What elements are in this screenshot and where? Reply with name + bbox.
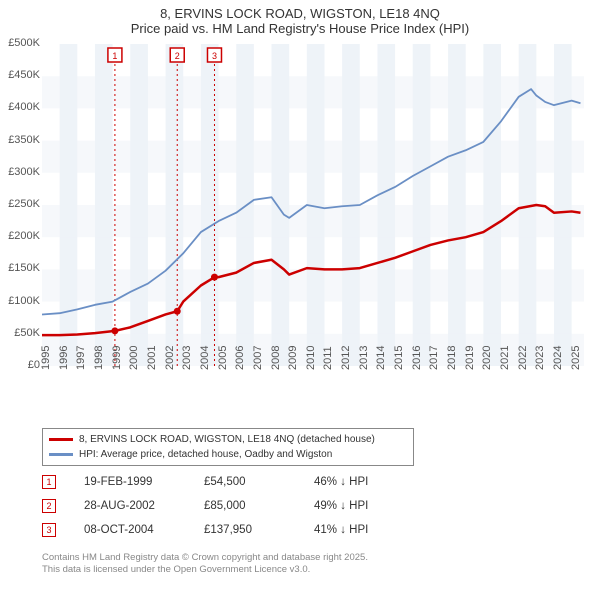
x-tick-label: 2003 [181, 346, 193, 370]
x-tick-label: 2020 [481, 346, 493, 370]
value-band [42, 76, 584, 108]
x-tick-label: 2005 [217, 346, 229, 370]
x-tick-label: 2007 [252, 346, 264, 370]
event-price: £137,950 [204, 524, 314, 536]
event-row: 3 08-OCT-2004£137,95041% ↓ HPI [42, 518, 562, 542]
y-tick-label: £50K [0, 327, 40, 339]
x-tick-label: 2012 [340, 346, 352, 370]
y-tick-label: £500K [0, 37, 40, 49]
footnote: Contains HM Land Registry data © Crown c… [42, 552, 368, 577]
x-tick-label: 2006 [234, 346, 246, 370]
event-marker: 2 [42, 499, 56, 513]
event-flag-number: 1 [112, 51, 117, 61]
sale-point [111, 327, 118, 334]
chart-title-address: 8, ERVINS LOCK ROAD, WIGSTON, LE18 4NQ [10, 6, 590, 21]
x-tick-label: 1997 [75, 346, 87, 370]
x-tick-label: 2024 [552, 346, 564, 370]
x-tick-label: 2018 [446, 346, 458, 370]
event-flag: 3 [207, 48, 221, 62]
event-price: £85,000 [204, 500, 314, 512]
x-tick-label: 2000 [128, 346, 140, 370]
x-tick-label: 2022 [517, 346, 529, 370]
x-tick-label: 2019 [464, 346, 476, 370]
x-tick-label: 2017 [428, 346, 440, 370]
events-table: 1 19-FEB-1999£54,50046% ↓ HPI 2 28-AUG-2002… [42, 470, 562, 542]
event-flag-number: 2 [175, 51, 180, 61]
legend-row-price-paid: 8, ERVINS LOCK ROAD, WIGSTON, LE18 4NQ (… [49, 432, 407, 447]
y-tick-label: £350K [0, 134, 40, 146]
chart-svg: 1 2 3 [42, 44, 590, 366]
event-row: 1 19-FEB-1999£54,50046% ↓ HPI [42, 470, 562, 494]
x-tick-label: 1998 [93, 346, 105, 370]
y-tick-label: £250K [0, 198, 40, 210]
x-tick-label: 1996 [58, 346, 70, 370]
x-tick-label: 1999 [111, 346, 123, 370]
event-marker: 3 [42, 523, 56, 537]
event-flag: 1 [108, 48, 122, 62]
x-tick-label: 2004 [199, 346, 211, 370]
sale-point [211, 274, 218, 281]
event-delta: 46% ↓ HPI [314, 476, 434, 488]
x-tick-label: 2013 [358, 346, 370, 370]
legend-label: HPI: Average price, detached house, Oadb… [79, 447, 332, 462]
chart-title-block: 8, ERVINS LOCK ROAD, WIGSTON, LE18 4NQ P… [0, 0, 600, 38]
footnote-line1: Contains HM Land Registry data © Crown c… [42, 552, 368, 564]
legend-label: 8, ERVINS LOCK ROAD, WIGSTON, LE18 4NQ (… [79, 432, 375, 447]
event-marker: 1 [42, 475, 56, 489]
x-tick-label: 2001 [146, 346, 158, 370]
event-date: 28-AUG-2002 [84, 500, 204, 512]
legend-row-hpi: HPI: Average price, detached house, Oadb… [49, 447, 407, 462]
event-flag: 2 [170, 48, 184, 62]
event-delta: 49% ↓ HPI [314, 500, 434, 512]
x-tick-label: 2008 [270, 346, 282, 370]
footnote-line2: This data is licensed under the Open Gov… [42, 564, 368, 576]
value-band [42, 141, 584, 173]
x-tick-label: 2016 [411, 346, 423, 370]
x-tick-label: 2011 [322, 346, 334, 370]
y-tick-label: £100K [0, 295, 40, 307]
event-flag-number: 3 [212, 51, 217, 61]
chart-plot-area: 1 2 3 [42, 44, 590, 366]
x-tick-label: 2021 [499, 346, 511, 370]
legend-swatch [49, 438, 73, 441]
y-tick-label: £200K [0, 230, 40, 242]
x-tick-label: 1995 [40, 346, 52, 370]
event-row: 2 28-AUG-2002£85,00049% ↓ HPI [42, 494, 562, 518]
y-tick-label: £450K [0, 69, 40, 81]
x-tick-label: 2025 [570, 346, 582, 370]
legend-swatch [49, 453, 73, 456]
event-date: 19-FEB-1999 [84, 476, 204, 488]
y-tick-label: £300K [0, 166, 40, 178]
y-tick-label: £0 [0, 359, 40, 371]
sale-point [174, 308, 181, 315]
x-tick-label: 2015 [393, 346, 405, 370]
x-tick-label: 2002 [164, 346, 176, 370]
event-date: 08-OCT-2004 [84, 524, 204, 536]
chart-title-subtitle: Price paid vs. HM Land Registry's House … [10, 21, 590, 36]
legend: 8, ERVINS LOCK ROAD, WIGSTON, LE18 4NQ (… [42, 428, 414, 466]
x-tick-label: 2014 [375, 346, 387, 370]
event-price: £54,500 [204, 476, 314, 488]
event-delta: 41% ↓ HPI [314, 524, 434, 536]
y-tick-label: £150K [0, 262, 40, 274]
x-tick-label: 2009 [287, 346, 299, 370]
x-tick-label: 2023 [534, 346, 546, 370]
x-tick-label: 2010 [305, 346, 317, 370]
y-tick-label: £400K [0, 101, 40, 113]
